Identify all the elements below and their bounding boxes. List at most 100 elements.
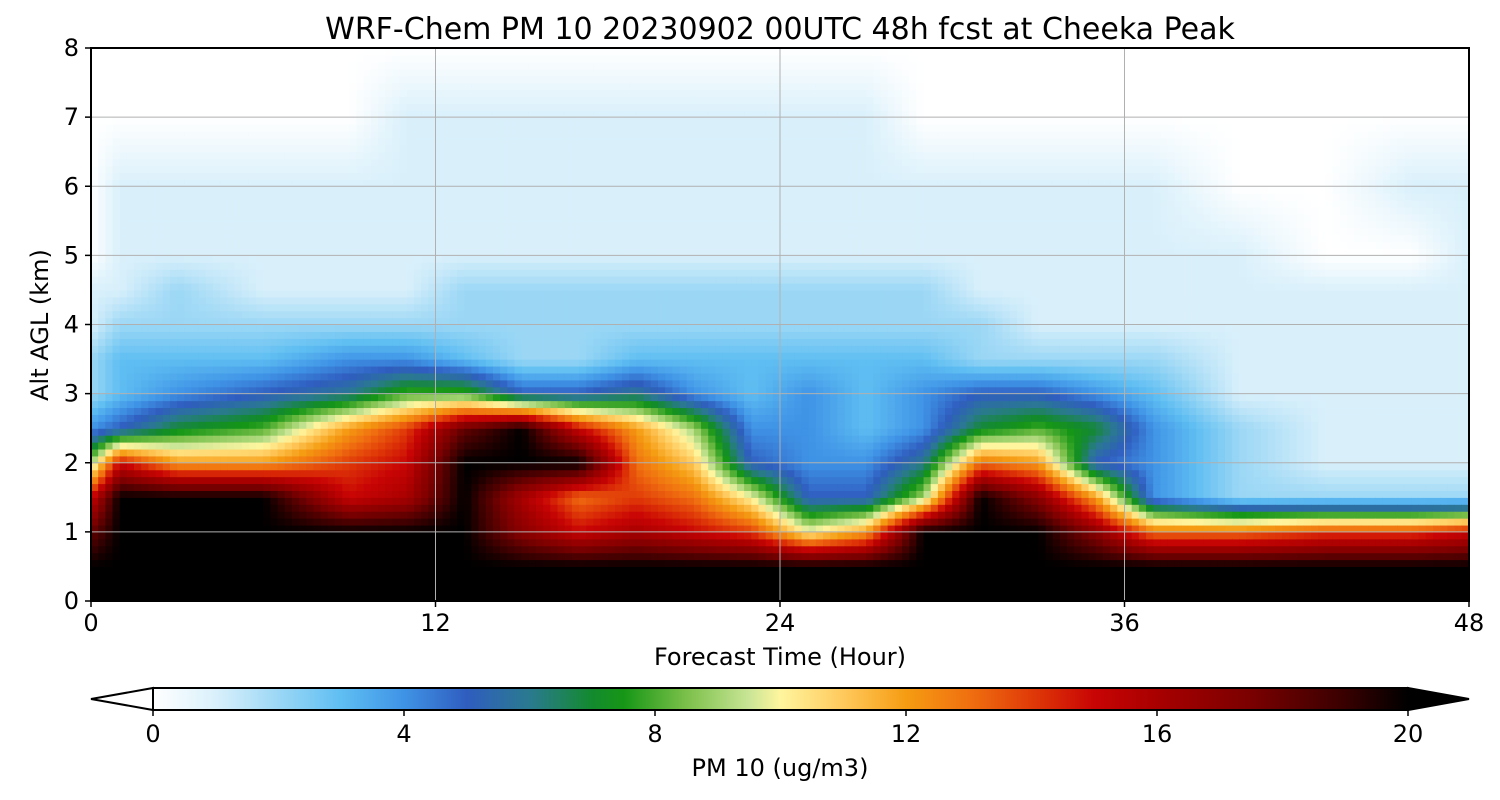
heatmap-cell (335, 54, 343, 63)
heatmap-cell (299, 352, 307, 360)
heatmap-cell (256, 144, 264, 153)
heatmap-cell (399, 75, 408, 84)
heatmap-cell (492, 379, 501, 388)
heatmap-cell (457, 130, 465, 139)
heatmap-cell (191, 68, 200, 77)
heatmap-cell (457, 110, 465, 118)
heatmap-cell (514, 110, 523, 118)
heatmap-cell (248, 200, 257, 208)
heatmap-cell (234, 117, 243, 125)
heatmap-cell (134, 54, 142, 63)
heatmap-cell (112, 151, 121, 160)
heatmap-cell (413, 531, 422, 540)
heatmap-cell (528, 96, 537, 104)
heatmap-cell (313, 435, 322, 443)
heatmap-cell (449, 559, 458, 568)
heatmap-cell (370, 48, 379, 56)
heatmap-cell (263, 414, 272, 422)
heatmap-cell (213, 462, 221, 471)
heatmap-cell (406, 559, 415, 568)
heatmap-cell (356, 75, 365, 84)
heatmap-cell (442, 324, 451, 333)
heatmap-cell (148, 110, 157, 118)
heatmap-cell (457, 490, 465, 498)
heatmap-cell (406, 193, 415, 201)
heatmap-cell (342, 538, 350, 547)
heatmap-cell (213, 110, 221, 118)
heatmap-cell (313, 483, 322, 491)
heatmap-cell (141, 269, 150, 277)
heatmap-cell (535, 524, 544, 533)
heatmap-cell (277, 158, 286, 167)
heatmap-cell (464, 538, 472, 547)
heatmap-cell (392, 158, 401, 167)
heatmap-cell (191, 82, 200, 91)
heatmap-cell (126, 359, 135, 367)
heatmap-cell (464, 234, 472, 243)
heatmap-cell (148, 386, 157, 395)
heatmap-cell (349, 165, 358, 174)
heatmap-cell (428, 504, 437, 512)
heatmap-cell (134, 476, 142, 485)
heatmap-cell (421, 213, 429, 222)
heatmap-cell (256, 538, 264, 547)
heatmap-cell (299, 497, 307, 505)
heatmap-cell (191, 448, 200, 457)
heatmap-cell (155, 144, 164, 153)
heatmap-cell (191, 248, 200, 256)
heatmap-cell (248, 110, 257, 118)
heatmap-cell (256, 455, 264, 464)
heatmap-cell (507, 386, 516, 395)
heatmap-cell (256, 524, 264, 533)
heatmap-cell (141, 89, 150, 97)
heatmap-cell (449, 310, 458, 319)
heatmap-cell (270, 414, 279, 422)
heatmap-cell (435, 428, 444, 436)
heatmap-cell (227, 559, 236, 568)
heatmap-cell (234, 483, 243, 491)
heatmap-cell (385, 386, 394, 395)
heatmap-cell (256, 117, 264, 125)
heatmap-cell (485, 206, 494, 215)
heatmap-cell (284, 566, 293, 574)
heatmap-cell (320, 75, 329, 84)
heatmap-cell (428, 331, 437, 339)
heatmap-cell (320, 283, 329, 291)
heatmap-cell (421, 206, 429, 215)
heatmap-cell (535, 538, 544, 547)
heatmap-cell (98, 386, 106, 395)
heatmap-cell (241, 400, 250, 409)
heatmap-cell (320, 96, 329, 104)
heatmap-cell (205, 428, 214, 436)
heatmap-cell (263, 455, 272, 464)
heatmap-cell (363, 248, 372, 256)
heatmap-cell (507, 241, 516, 250)
heatmap-cell (119, 213, 128, 222)
heatmap-cell (485, 75, 494, 84)
heatmap-cell (378, 68, 386, 77)
heatmap-cell (112, 497, 121, 505)
heatmap-cell (220, 144, 228, 153)
heatmap-cell (457, 324, 465, 333)
heatmap-cell (119, 117, 128, 125)
heatmap-cell (205, 158, 214, 167)
heatmap-cell (406, 96, 415, 104)
heatmap-cell (327, 310, 336, 319)
heatmap-cell (105, 455, 114, 464)
heatmap-cell (356, 504, 365, 512)
heatmap-cell (514, 186, 523, 194)
heatmap-cell (277, 462, 286, 471)
heatmap-cell (478, 124, 487, 132)
heatmap-cell (220, 179, 228, 187)
heatmap-cell (528, 262, 537, 270)
heatmap-cell (241, 158, 250, 167)
heatmap-cell (320, 317, 329, 326)
heatmap-cell (349, 158, 358, 167)
heatmap-cell (177, 110, 185, 118)
heatmap-cell (256, 531, 264, 540)
heatmap-cell (277, 269, 286, 277)
heatmap-cell (485, 89, 494, 97)
heatmap-cell (385, 317, 394, 326)
heatmap-cell (342, 566, 350, 574)
heatmap-cell (327, 476, 336, 485)
